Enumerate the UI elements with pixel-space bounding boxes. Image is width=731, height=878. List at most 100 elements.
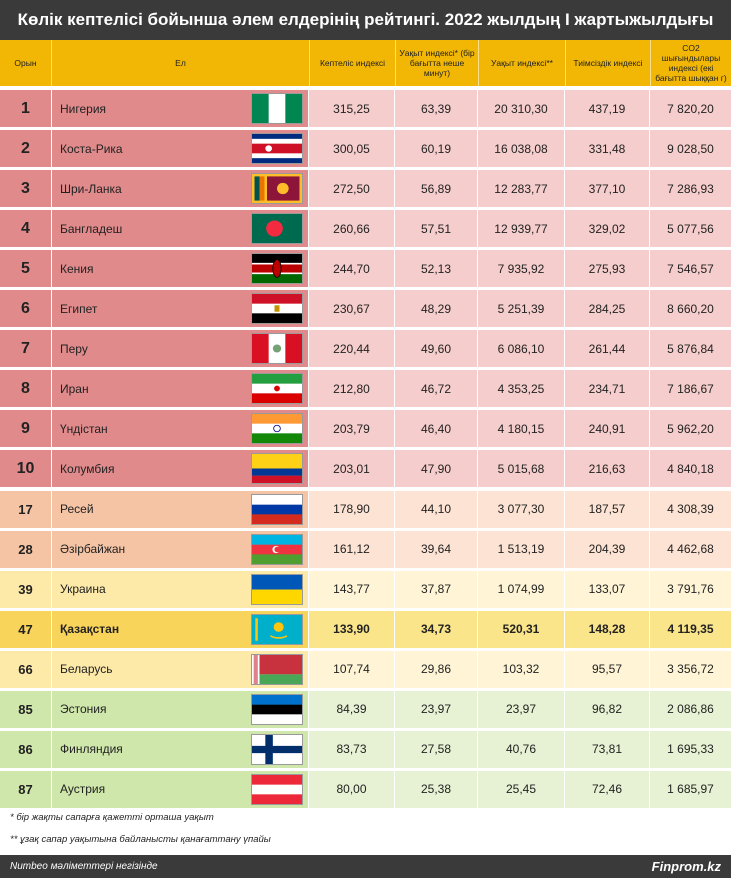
rank-cell: 85 xyxy=(0,690,51,728)
congestion-value: 84,39 xyxy=(309,690,394,728)
rank-cell: 4 xyxy=(0,210,51,248)
time-minutes-value: 39,64 xyxy=(395,530,477,568)
kenya-flag xyxy=(246,250,308,288)
inefficiency-value: 261,44 xyxy=(565,330,649,368)
congestion-value: 230,67 xyxy=(309,290,394,328)
country-name: Беларусь xyxy=(52,650,246,688)
header-country: Ел xyxy=(51,40,309,86)
header-congestion: Кептеліс индексі xyxy=(309,40,395,86)
rank-cell: 5 xyxy=(0,250,51,288)
time-index-value: 520,31 xyxy=(478,610,564,648)
time-minutes-value: 47,90 xyxy=(395,450,477,488)
rank-cell: 86 xyxy=(0,730,51,768)
inefficiency-value: 96,82 xyxy=(565,690,649,728)
country-name: Иран xyxy=(52,370,246,408)
table-row: 87 Аустрия 80,00 25,38 25,45 72,46 1 685,97 xyxy=(0,770,731,808)
co2-value: 1 695,33 xyxy=(650,730,731,768)
estonia-flag xyxy=(246,690,308,728)
inefficiency-value: 377,10 xyxy=(565,170,649,208)
table-row: 1 Нигерия 315,25 63,39 20 310,30 437,19 7 820,… xyxy=(0,90,731,127)
co2-value: 4 462,68 xyxy=(650,530,731,568)
co2-value: 5 876,84 xyxy=(650,330,731,368)
co2-value: 7 286,93 xyxy=(650,170,731,208)
iran-flag xyxy=(246,370,308,408)
inefficiency-value: 275,93 xyxy=(565,250,649,288)
time-minutes-value: 37,87 xyxy=(395,570,477,608)
congestion-value: 133,90 xyxy=(309,610,394,648)
country-name: Финляндия xyxy=(52,730,246,768)
co2-value: 3 791,76 xyxy=(650,570,731,608)
time-index-value: 6 086,10 xyxy=(478,330,564,368)
time-index-value: 12 939,77 xyxy=(478,210,564,248)
rank-cell: 1 xyxy=(0,90,51,127)
india-flag xyxy=(246,410,308,448)
rank-cell: 66 xyxy=(0,650,51,688)
footer-bar: Numbeo мәліметтері негізінде Finprom.kz xyxy=(0,855,731,878)
congestion-value: 203,79 xyxy=(309,410,394,448)
inefficiency-value: 437,19 xyxy=(565,90,649,127)
table-row: 66 Беларусь 107,74 29,86 103,32 95,57 3 356,72 xyxy=(0,650,731,688)
co2-value: 4 119,35 xyxy=(650,610,731,648)
table-row: 2 Коста-Рика 300,05 60,19 16 038,08 331,48 9 0… xyxy=(0,130,731,168)
time-index-value: 12 283,77 xyxy=(478,170,564,208)
co2-value: 7 546,57 xyxy=(650,250,731,288)
header-time-minutes: Уақыт индексі* (бір бағытта неше минут) xyxy=(395,40,478,86)
co2-value: 9 028,50 xyxy=(650,130,731,168)
inefficiency-value: 73,81 xyxy=(565,730,649,768)
time-minutes-value: 27,58 xyxy=(395,730,477,768)
time-minutes-value: 56,89 xyxy=(395,170,477,208)
congestion-value: 260,66 xyxy=(309,210,394,248)
time-index-value: 5 251,39 xyxy=(478,290,564,328)
time-index-value: 5 015,68 xyxy=(478,450,564,488)
sri-lanka-flag xyxy=(246,170,308,208)
rank-cell: 9 xyxy=(0,410,51,448)
colombia-flag xyxy=(246,450,308,488)
austria-flag xyxy=(246,770,308,808)
inefficiency-value: 187,57 xyxy=(565,490,649,528)
ukraine-flag xyxy=(246,570,308,608)
table-row: 3 Шри-Ланка 272,50 56,89 12 283,77 377,10 7 28… xyxy=(0,170,731,208)
co2-value: 2 086,86 xyxy=(650,690,731,728)
time-minutes-value: 29,86 xyxy=(395,650,477,688)
table-row: 10 Колумбия 203,01 47,90 5 015,68 216,63 4 840… xyxy=(0,450,731,488)
time-minutes-value: 60,19 xyxy=(395,130,477,168)
table-row: 8 Иран 212,80 46,72 4 353,25 234,71 7 186,67 xyxy=(0,370,731,408)
table-row: 85 Эстония 84,39 23,97 23,97 96,82 2 086,86 xyxy=(0,690,731,728)
table-row: 7 Перу 220,44 49,60 6 086,10 261,44 5 876,84 xyxy=(0,330,731,368)
time-index-value: 40,76 xyxy=(478,730,564,768)
egypt-flag xyxy=(246,290,308,328)
table-row: 17 Ресей 178,90 44,10 3 077,30 187,57 4 308,39 xyxy=(0,490,731,528)
table-row: 39 Украина 143,77 37,87 1 074,99 133,07 3 791,… xyxy=(0,570,731,608)
co2-value: 5 962,20 xyxy=(650,410,731,448)
co2-value: 5 077,56 xyxy=(650,210,731,248)
rank-cell: 8 xyxy=(0,370,51,408)
rank-cell: 2 xyxy=(0,130,51,168)
rank-cell: 6 xyxy=(0,290,51,328)
country-name: Египет xyxy=(52,290,246,328)
header-rank: Орын xyxy=(14,58,37,68)
congestion-value: 212,80 xyxy=(309,370,394,408)
inefficiency-value: 240,91 xyxy=(565,410,649,448)
congestion-value: 300,05 xyxy=(309,130,394,168)
bangladesh-flag xyxy=(246,210,308,248)
country-name: Әзірбайжан xyxy=(52,530,246,568)
country-name: Үндістан xyxy=(52,410,246,448)
congestion-value: 178,90 xyxy=(309,490,394,528)
nigeria-flag xyxy=(246,90,308,127)
rank-cell: 87 xyxy=(0,770,51,808)
table-row: 6 Египет 230,67 48,29 5 251,39 284,25 8 660,20 xyxy=(0,290,731,328)
country-name: Кения xyxy=(52,250,246,288)
rank-cell: 3 xyxy=(0,170,51,208)
co2-value: 3 356,72 xyxy=(650,650,731,688)
rank-cell: 17 xyxy=(0,490,51,528)
co2-value: 7 186,67 xyxy=(650,370,731,408)
time-minutes-value: 49,60 xyxy=(395,330,477,368)
costa-rica-flag xyxy=(246,130,308,168)
congestion-value: 83,73 xyxy=(309,730,394,768)
congestion-value: 220,44 xyxy=(309,330,394,368)
time-index-value: 3 077,30 xyxy=(478,490,564,528)
time-minutes-value: 46,72 xyxy=(395,370,477,408)
co2-value: 7 820,20 xyxy=(650,90,731,127)
co2-value: 1 685,97 xyxy=(650,770,731,808)
country-name: Нигерия xyxy=(52,90,246,127)
